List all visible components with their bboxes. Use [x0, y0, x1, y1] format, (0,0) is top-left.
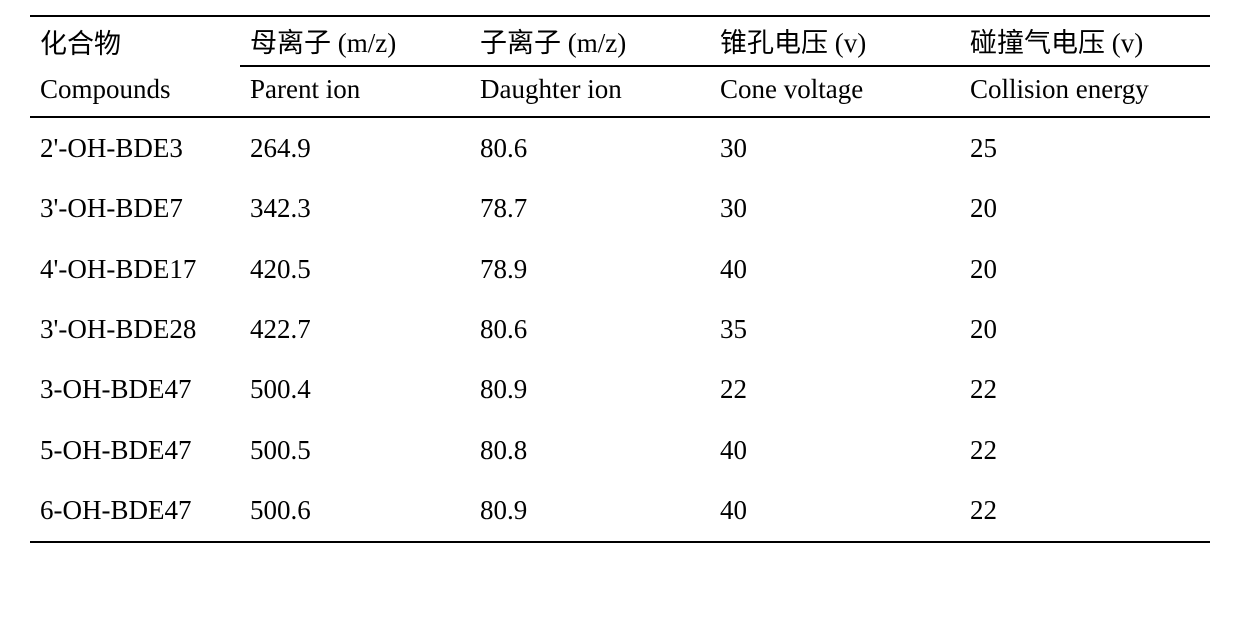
cell-compound: 3'-OH-BDE7	[30, 178, 240, 238]
cell-parent: 500.6	[240, 480, 470, 541]
cell-collision: 22	[960, 480, 1210, 541]
cell-daughter: 78.9	[470, 239, 710, 299]
header-collision-en: Collision energy	[960, 66, 1210, 116]
header-daughter-cn: 子离子 (m/z)	[470, 16, 710, 66]
header-compound-cn: 化合物	[30, 16, 240, 66]
cell-parent: 420.5	[240, 239, 470, 299]
cell-collision: 25	[960, 117, 1210, 178]
cell-parent: 264.9	[240, 117, 470, 178]
header-daughter-en: Daughter ion	[470, 66, 710, 116]
header-compound-en: Compounds	[30, 66, 240, 116]
cell-collision: 20	[960, 299, 1210, 359]
cell-collision: 20	[960, 239, 1210, 299]
table-row: 6-OH-BDE47 500.6 80.9 40 22	[30, 480, 1210, 541]
table-row: 2'-OH-BDE3 264.9 80.6 30 25	[30, 117, 1210, 178]
table-row: 3'-OH-BDE28 422.7 80.6 35 20	[30, 299, 1210, 359]
cell-collision: 20	[960, 178, 1210, 238]
cell-compound: 5-OH-BDE47	[30, 420, 240, 480]
header-row-english: Compounds Parent ion Daughter ion Cone v…	[30, 66, 1210, 116]
cell-compound: 3-OH-BDE47	[30, 359, 240, 419]
cell-cone: 30	[710, 117, 960, 178]
cell-parent: 422.7	[240, 299, 470, 359]
cell-collision: 22	[960, 420, 1210, 480]
cell-daughter: 80.9	[470, 480, 710, 541]
cell-compound: 3'-OH-BDE28	[30, 299, 240, 359]
header-collision-cn: 碰撞气电压 (v)	[960, 16, 1210, 66]
table-row: 5-OH-BDE47 500.5 80.8 40 22	[30, 420, 1210, 480]
cell-cone: 30	[710, 178, 960, 238]
cell-daughter: 80.6	[470, 117, 710, 178]
cell-daughter: 80.6	[470, 299, 710, 359]
cell-compound: 4'-OH-BDE17	[30, 239, 240, 299]
cell-compound: 6-OH-BDE47	[30, 480, 240, 541]
cell-cone: 40	[710, 239, 960, 299]
cell-cone: 22	[710, 359, 960, 419]
ms-parameters-table: 化合物 母离子 (m/z) 子离子 (m/z) 锥孔电压 (v) 碰撞气电压 (…	[30, 15, 1210, 543]
cell-daughter: 80.8	[470, 420, 710, 480]
cell-compound: 2'-OH-BDE3	[30, 117, 240, 178]
table-row: 3'-OH-BDE7 342.3 78.7 30 20	[30, 178, 1210, 238]
cell-cone: 40	[710, 420, 960, 480]
cell-parent: 500.4	[240, 359, 470, 419]
cell-cone: 40	[710, 480, 960, 541]
header-parent-en: Parent ion	[240, 66, 470, 116]
cell-parent: 500.5	[240, 420, 470, 480]
table-row: 3-OH-BDE47 500.4 80.9 22 22	[30, 359, 1210, 419]
cell-collision: 22	[960, 359, 1210, 419]
header-parent-cn: 母离子 (m/z)	[240, 16, 470, 66]
table-row: 4'-OH-BDE17 420.5 78.9 40 20	[30, 239, 1210, 299]
header-cone-cn: 锥孔电压 (v)	[710, 16, 960, 66]
cell-parent: 342.3	[240, 178, 470, 238]
cell-daughter: 78.7	[470, 178, 710, 238]
cell-daughter: 80.9	[470, 359, 710, 419]
header-cone-en: Cone voltage	[710, 66, 960, 116]
header-row-chinese: 化合物 母离子 (m/z) 子离子 (m/z) 锥孔电压 (v) 碰撞气电压 (…	[30, 16, 1210, 66]
cell-cone: 35	[710, 299, 960, 359]
